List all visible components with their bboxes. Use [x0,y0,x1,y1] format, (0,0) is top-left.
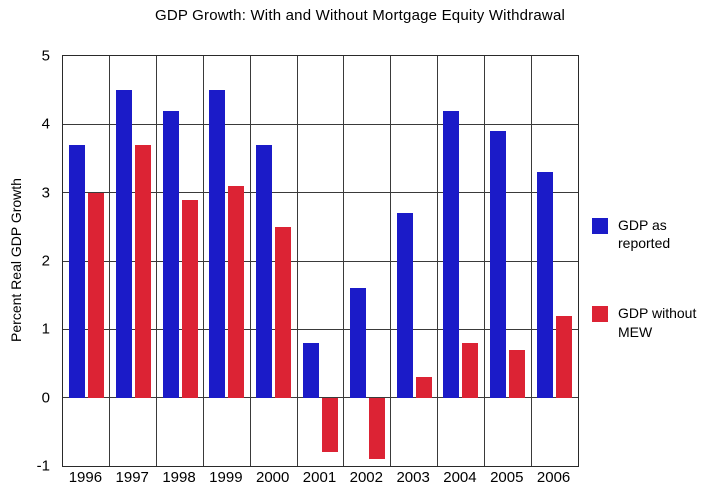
v-gridline [109,56,111,466]
h-gridline [63,328,578,330]
x-tick-label-2003: 2003 [396,469,430,486]
bar-gdp-as-reported-1997 [115,90,132,398]
v-gridline [296,56,298,466]
v-gridline [530,56,532,466]
legend-swatch-icon [592,218,608,234]
x-tick-label-2004: 2004 [443,469,477,486]
h-gridline [63,192,578,194]
bar-gdp-as-reported-2005 [490,131,507,398]
v-gridline [437,56,439,466]
v-gridline [343,56,345,466]
legend-label: GDP as reported [618,217,671,252]
h-gridline [63,397,578,399]
v-gridline [156,56,158,466]
legend-label: GDP without MEW [618,305,697,340]
x-tick-label-2001: 2001 [302,469,337,486]
bar-gdp-without-mew-1996 [87,192,104,398]
x-tick-label-2005: 2005 [490,469,524,486]
legend-swatch-icon [592,306,608,323]
v-gridline [390,56,392,466]
v-gridline [483,56,485,466]
bar-gdp-without-mew-1998 [181,199,198,398]
y-tick-label: 5 [41,47,50,65]
bar-gdp-without-mew-2005 [509,349,526,398]
legend-item: GDP as reported [592,216,717,252]
legend: GDP as reported GDP without MEW [592,216,717,393]
bar-gdp-as-reported-2004 [443,110,460,398]
bar-gdp-as-reported-2002 [349,288,366,398]
bar-gdp-as-reported-1999 [209,90,226,398]
bar-gdp-without-mew-2003 [415,377,432,398]
bar-gdp-without-mew-2006 [556,315,573,398]
x-tick-label-1999: 1999 [209,469,243,486]
y-tick-label: 3 [41,184,50,202]
x-tick-label-2006: 2006 [536,469,571,486]
bar-gdp-as-reported-2001 [303,343,319,398]
y-tick-label: 0 [41,389,50,407]
bar-gdp-as-reported-2000 [256,144,273,398]
x-axis-ticks: 1996 1997 1998 1999 2000 2001 2002 2003 2004 2005… [62,469,579,491]
x-tick-label-2002: 2002 [349,469,383,486]
plot-area [62,55,579,467]
bar-gdp-as-reported-2006 [537,172,554,398]
bar-gdp-as-reported-1998 [162,110,179,398]
bar-gdp-as-reported-2003 [396,213,413,398]
h-gridline [63,123,578,125]
x-tick-label-1997: 1997 [115,469,149,486]
x-tick-label-1998: 1998 [162,469,196,486]
bar-gdp-without-mew-2000 [275,226,292,398]
x-tick-label-2000: 2000 [255,469,290,486]
bar-gdp-without-mew-2004 [462,343,479,398]
chart-title: GDP Growth: With and Without Mortgage Eq… [154,7,566,24]
bar-gdp-without-mew-1997 [134,144,151,398]
y-tick-label: 4 [41,115,50,133]
y-axis-ticks: 5 4 3 2 1 0 -1 [0,48,56,475]
x-tick-label-1996: 1996 [68,469,103,486]
h-gridline [63,260,578,262]
y-tick-label: -1 [36,457,50,475]
bar-gdp-without-mew-2001 [322,397,338,453]
bar-gdp-without-mew-2002 [368,397,385,460]
y-tick-label: 1 [41,320,50,338]
v-gridline [202,56,204,466]
v-gridline [249,56,251,466]
bar-gdp-as-reported-1996 [68,144,85,398]
y-tick-label: 2 [41,252,50,270]
bar-gdp-without-mew-1999 [228,185,245,398]
legend-item: GDP without MEW [592,304,717,340]
